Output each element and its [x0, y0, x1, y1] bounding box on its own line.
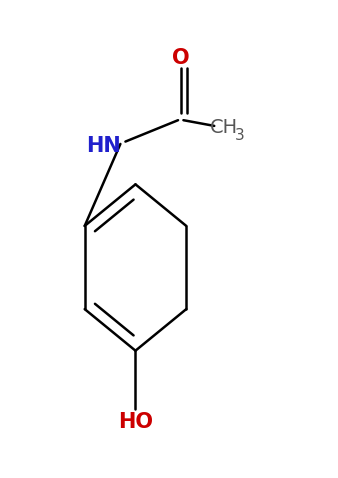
Text: CH: CH — [210, 118, 238, 137]
Text: 3: 3 — [235, 128, 245, 143]
Text: HO: HO — [118, 412, 153, 432]
Text: O: O — [172, 48, 190, 68]
Text: HN: HN — [86, 136, 121, 156]
